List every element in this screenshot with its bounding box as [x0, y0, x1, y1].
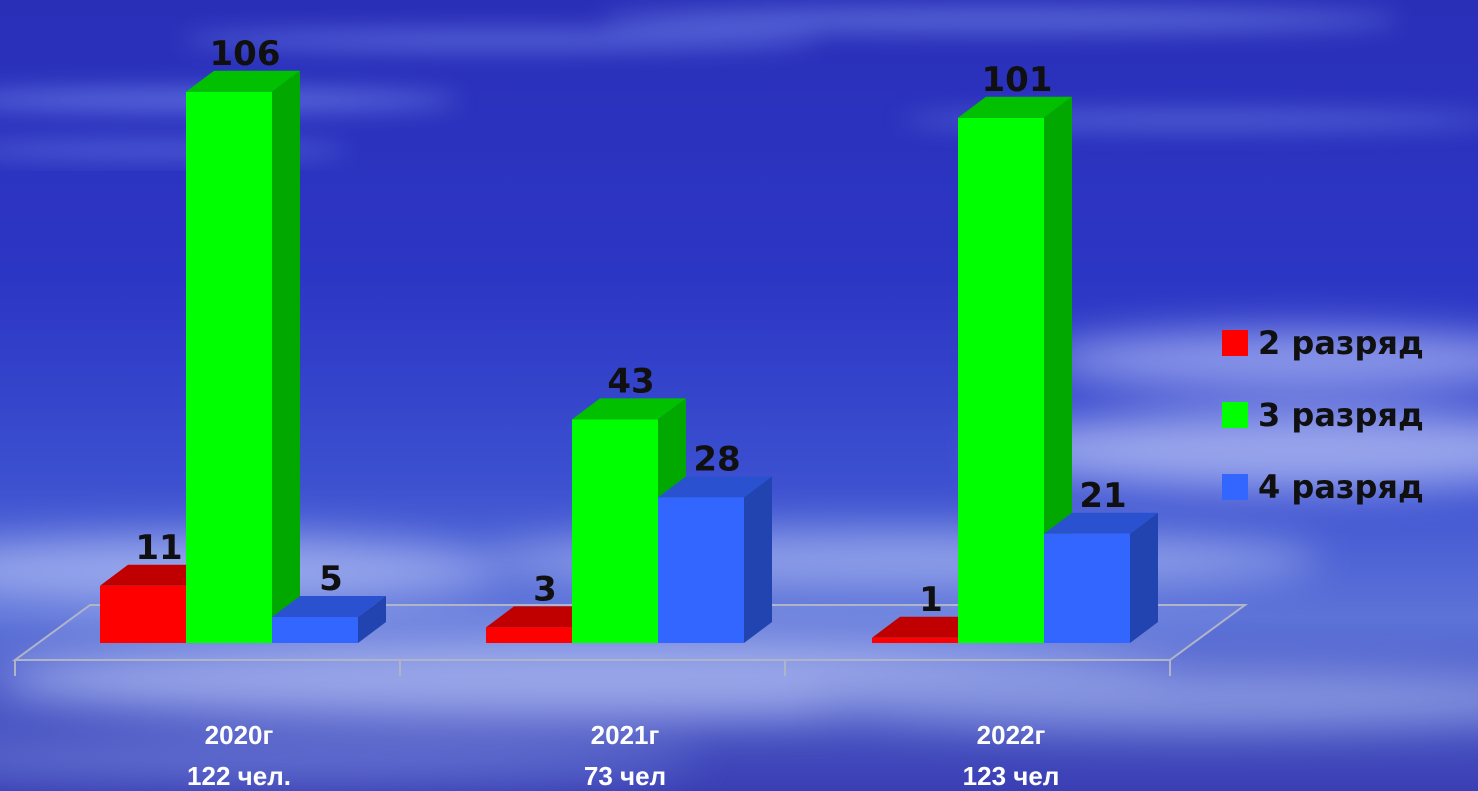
data-label: 28 — [693, 439, 740, 479]
data-label: 21 — [1079, 476, 1126, 516]
bar — [658, 476, 772, 643]
legend: 2 разряд 3 разряд 4 разряд — [1222, 324, 1424, 506]
category-sublabel: 123 чел — [963, 761, 1060, 791]
category-sublabel: 122 чел. — [187, 761, 291, 791]
data-label: 1 — [919, 580, 943, 620]
data-label: 106 — [210, 34, 281, 74]
legend-swatch — [1222, 402, 1248, 428]
legend-swatch — [1222, 330, 1248, 356]
data-label: 43 — [607, 361, 654, 401]
data-label: 11 — [135, 528, 182, 568]
legend-swatch — [1222, 474, 1248, 500]
category-label: 2021г — [591, 720, 660, 750]
bar — [186, 70, 300, 644]
category-sublabel: 73 чел — [584, 761, 666, 791]
data-label: 5 — [319, 559, 343, 599]
data-label: 101 — [982, 60, 1053, 100]
bar — [958, 96, 1072, 644]
bar — [272, 596, 386, 643]
legend-label: 3 разряд — [1258, 396, 1424, 434]
data-label: 3 — [533, 569, 557, 609]
category-label: 2020г — [205, 720, 274, 750]
bar — [1044, 512, 1158, 643]
legend-label: 2 разряд — [1258, 324, 1424, 362]
category-label: 2022г — [977, 720, 1046, 750]
legend-label: 4 разряд — [1258, 468, 1424, 506]
